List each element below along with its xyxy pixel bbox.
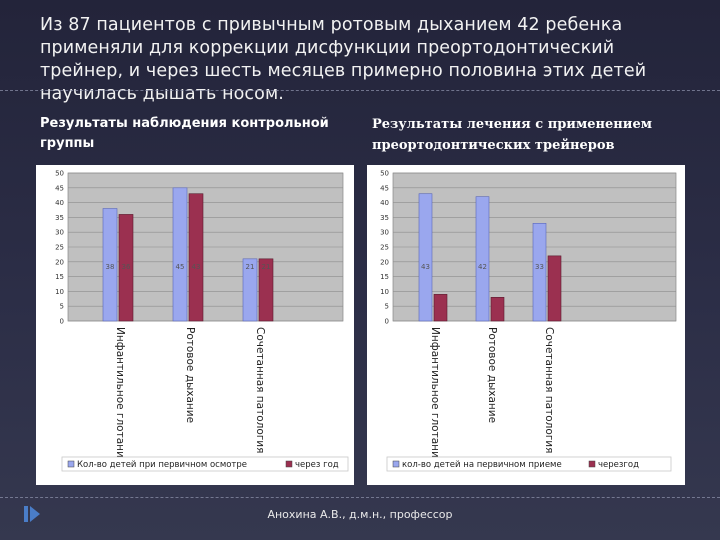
legend-swatch	[67, 460, 75, 468]
x-tick-label: Инфантильное глотание	[429, 327, 441, 464]
data-label: 36	[122, 263, 131, 271]
bar	[547, 255, 562, 322]
bar	[118, 214, 134, 322]
y-tick-label: 40	[55, 199, 64, 207]
next-arrow-icon[interactable]	[30, 506, 40, 522]
y-tick-label: 50	[380, 170, 389, 178]
chart-svg: 0 5 10 15 20 25 30 35 40 45 50 38 36 Инфантильное гло…	[55, 170, 349, 472]
subtitle-line: Результаты лечения с применением	[372, 117, 653, 132]
bar	[433, 294, 448, 322]
y-tick-label: 10	[380, 288, 389, 296]
y-tick-label: 5	[60, 303, 64, 311]
subtitle-trainer-results: Результаты лечения с применением преорто…	[372, 114, 692, 156]
bar	[418, 193, 433, 322]
y-tick-label: 0	[60, 318, 64, 326]
y-tick-label: 25	[55, 244, 64, 252]
bar	[242, 258, 258, 322]
data-label: 43	[421, 263, 430, 271]
y-tick-label: 15	[55, 273, 64, 281]
y-tick-label: 30	[380, 229, 389, 237]
x-tick-label: Ротовое дыхание	[486, 327, 498, 423]
title-line: трейнер, и через шесть месяцев примерно …	[40, 61, 647, 81]
legend-box	[386, 456, 672, 472]
y-tick-label: 45	[380, 184, 389, 192]
subtitle-line: преортодонтических трейнеров	[372, 138, 615, 153]
legend-label: черезгод	[598, 460, 639, 470]
y-tick-label: 40	[380, 199, 389, 207]
legend-swatch	[588, 460, 596, 468]
data-label: 21	[246, 263, 255, 271]
title-line: Из 87 пациентов с привычным ротовым дыха…	[40, 15, 623, 35]
data-label: 42	[478, 263, 487, 271]
y-tick-label: 0	[385, 318, 389, 326]
y-tick-label: 15	[380, 273, 389, 281]
nav-bar-icon[interactable]	[24, 506, 28, 522]
chart-control-group: 0 5 10 15 20 25 30 35 40 45 50 38 36 Инфантильное гло…	[36, 165, 354, 485]
title-line: применяли для коррекции дисфункции преор…	[40, 38, 615, 58]
legend-swatch	[392, 460, 400, 468]
data-label: 45	[176, 263, 185, 271]
legend-label: кол-во детей на первичном приеме	[402, 460, 562, 470]
x-tick-label: Сочетанная патология	[543, 327, 555, 453]
data-label: 38	[106, 263, 115, 271]
x-tick-label: Сочетанная патология	[254, 327, 266, 453]
y-tick-label: 10	[55, 288, 64, 296]
chart-svg: 0 5 10 15 20 25 30 35 40 45 50 43 Инфантильное глота…	[380, 170, 677, 472]
y-tick-label: 30	[55, 229, 64, 237]
subtitle-line: Результаты наблюдения контрольной	[40, 116, 329, 131]
y-tick-label: 45	[55, 184, 64, 192]
x-tick-label: Инфантильное глотание	[114, 327, 126, 464]
chart-trainer-group: 0 5 10 15 20 25 30 35 40 45 50 43 Инфантильное глота…	[367, 165, 685, 485]
legend-label: Кол-во детей при первичном осмотре	[77, 460, 247, 470]
legend-label: через год	[295, 460, 339, 470]
bar	[258, 258, 274, 322]
data-label: 43	[192, 263, 201, 271]
y-tick-label: 35	[55, 214, 64, 222]
y-tick-label: 35	[380, 214, 389, 222]
y-tick-label: 20	[380, 258, 389, 266]
x-tick-label: Ротовое дыхание	[184, 327, 196, 423]
bar	[172, 187, 188, 322]
y-tick-label: 25	[380, 244, 389, 252]
subtitle-line: группы	[40, 136, 95, 151]
title-line: научилась дышать носом.	[40, 84, 284, 104]
legend-swatch	[285, 460, 293, 468]
data-label: 33	[535, 263, 544, 271]
legend-box	[61, 456, 349, 472]
bar	[532, 223, 547, 322]
footer-divider	[0, 497, 720, 498]
footer-author: Анохина А.В., д.м.н., профессор	[267, 508, 453, 521]
bar	[102, 208, 118, 322]
subtitle-control-group: Результаты наблюдения контрольной группы	[40, 114, 350, 154]
bar	[475, 196, 490, 322]
slide-title: Из 87 пациентов с привычным ротовым дыха…	[40, 14, 700, 106]
data-label: 21	[262, 263, 271, 271]
bar	[188, 193, 204, 322]
bar	[490, 297, 505, 322]
y-tick-label: 50	[55, 170, 64, 178]
y-tick-label: 5	[385, 303, 389, 311]
y-tick-label: 20	[55, 258, 64, 266]
title-divider	[0, 90, 720, 91]
